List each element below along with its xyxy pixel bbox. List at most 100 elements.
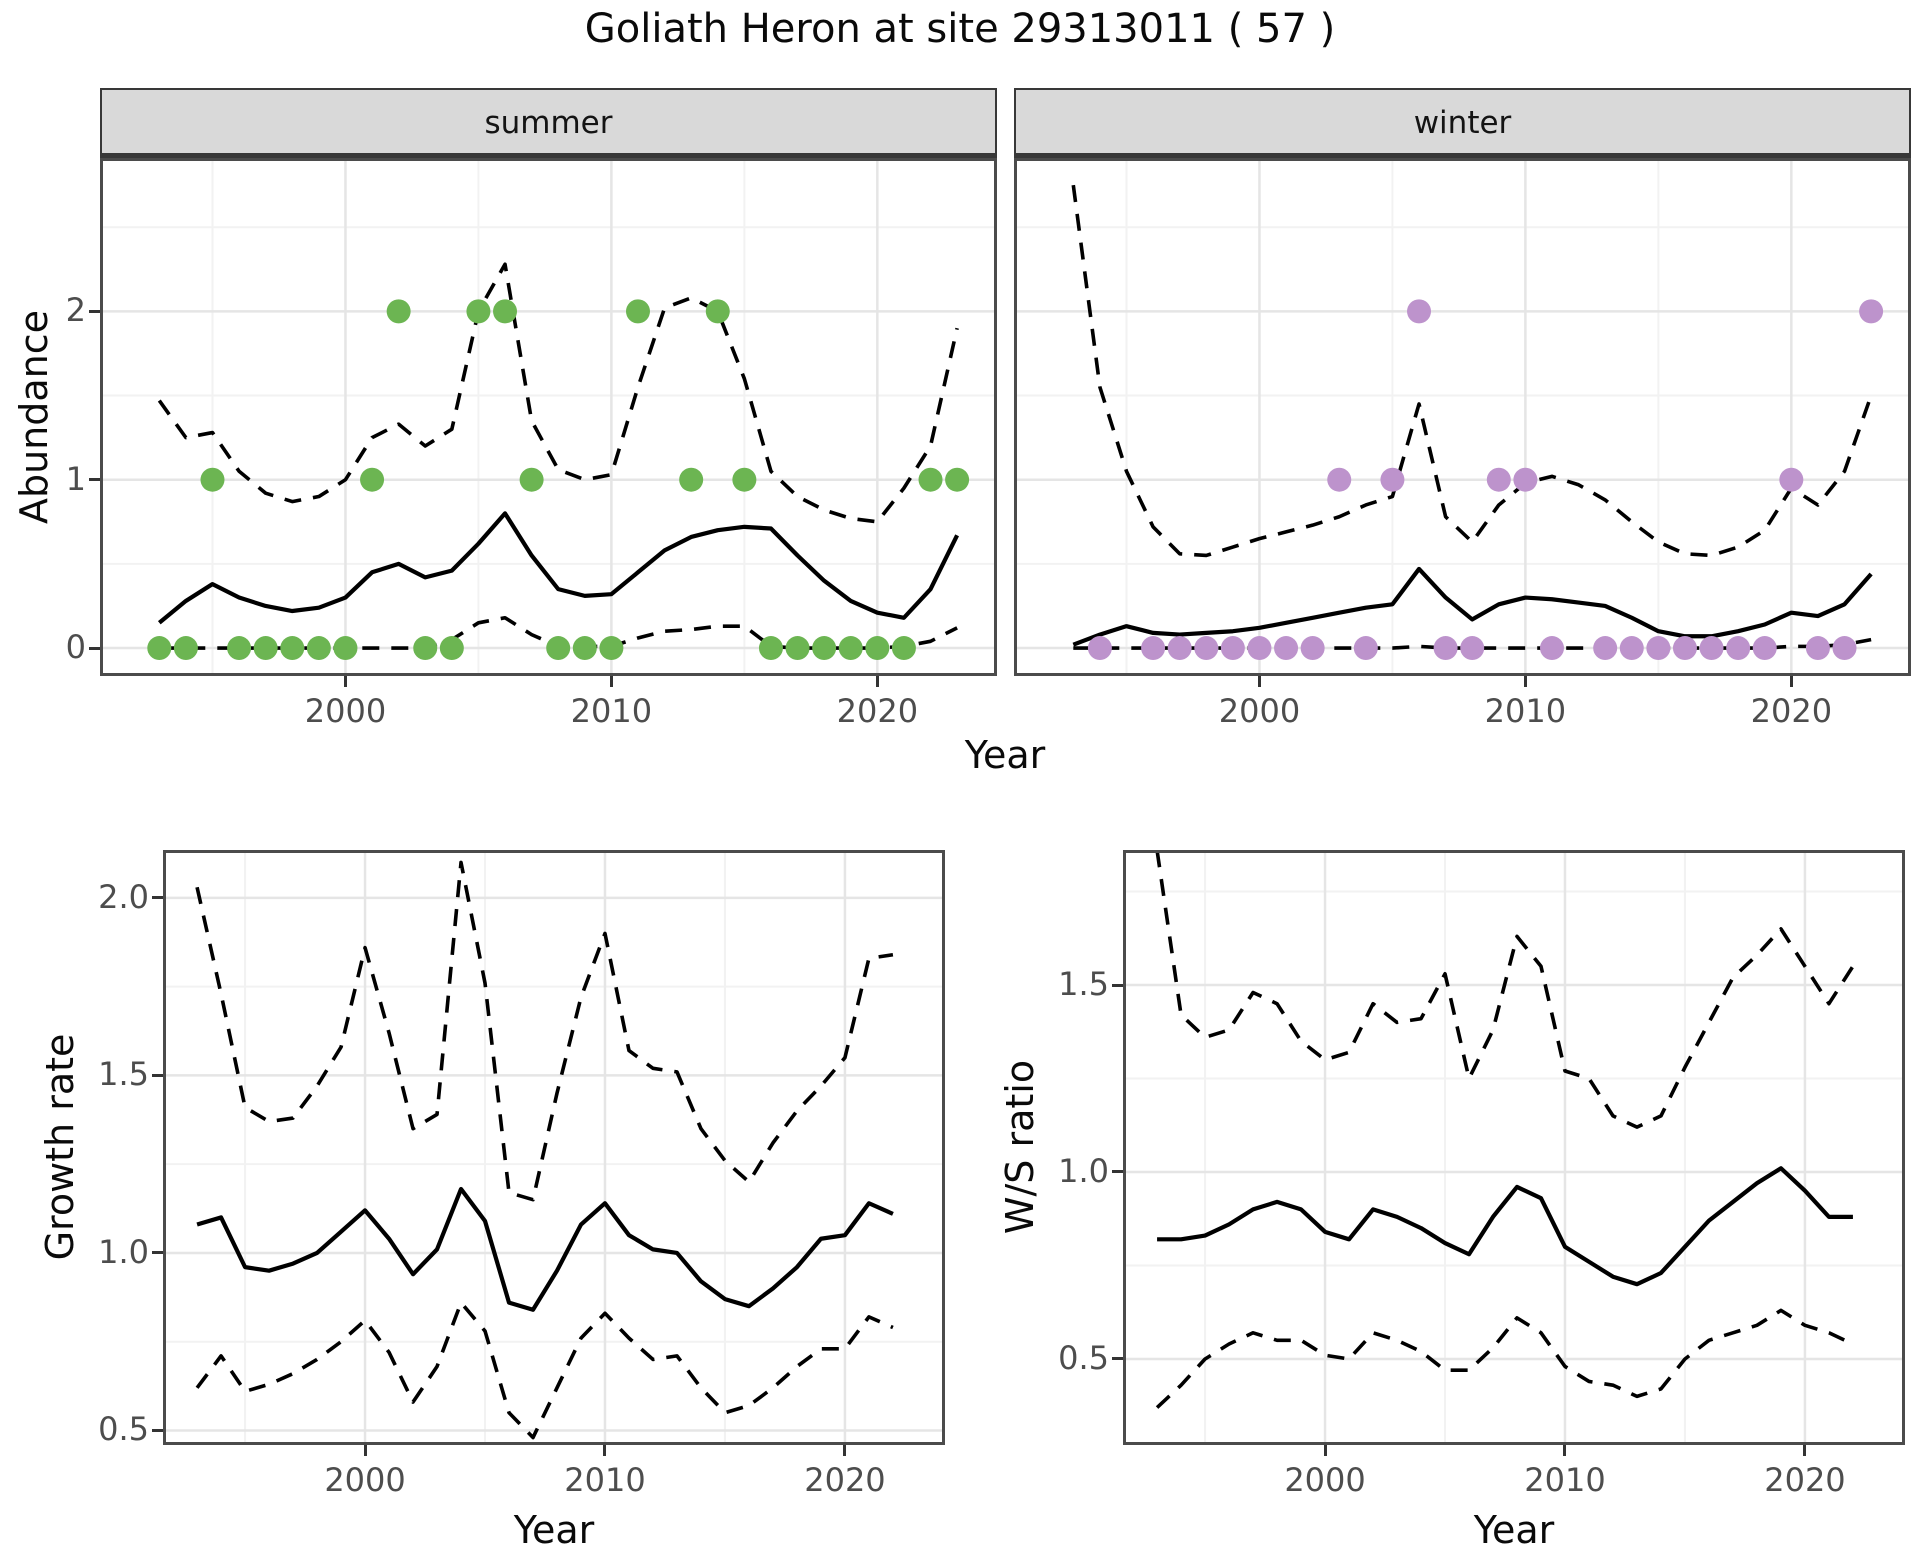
observed-count-dot [1859,299,1884,324]
observed-count-dot [360,467,385,492]
y-tick-label: 0.5 [1058,1338,1109,1377]
x-tick-label: 2010 [570,692,653,730]
observed-count-dot [1460,636,1485,661]
observed-count-dot [1832,636,1857,661]
observed-count-dot [200,467,225,492]
observed-count-dot [732,467,757,492]
x-tick-mark [1789,676,1793,687]
y-tick-mark [1112,1357,1123,1361]
observed-count-dot [625,299,650,324]
median-line [196,1186,894,1312]
observed-count-dot [466,299,491,324]
ws-ratio-x-axis-title: Year [1473,1508,1555,1552]
observed-count-dot [306,636,331,661]
observed-count-dot [386,299,411,324]
facet-strip-summer-label: summer [484,105,613,141]
observed-count-dot [1593,636,1618,661]
observed-count-dot [945,467,970,492]
observed-count-dot [1141,636,1166,661]
panel-border [1014,158,1911,676]
ws-ratio-axis-title: W/S ratio [998,1059,1042,1235]
y-tick-mark [152,1073,163,1077]
x-tick-label: 2010 [1484,692,1567,730]
y-tick-label: 2 [65,291,86,330]
y-tick-mark [152,1428,163,1432]
observed-count-dot [865,636,890,661]
x-tick-label: 2000 [1218,692,1301,730]
observed-count-dot [679,467,704,492]
observed-count-dot [785,636,810,661]
observed-count-dot [1433,636,1458,661]
panel-border [100,158,997,676]
y-tick-mark [89,478,100,482]
observed-count-dot [1194,636,1219,661]
x-tick-label: 2020 [804,1461,886,1499]
y-tick-label: 1.5 [1058,965,1109,1003]
abundance-x-axis-title: Year [964,733,1046,777]
observed-count-dot [891,636,916,661]
observed-count-dot [227,636,252,661]
y-tick-mark [1112,1170,1123,1174]
abundance-winter-panel [1014,158,1911,676]
x-tick-label: 2020 [1764,1461,1846,1499]
observed-count-dot [493,299,518,324]
ci-upper-line [195,860,894,1202]
facet-strip-winter: winter [1014,88,1911,158]
facet-strip-winter-label: winter [1413,105,1512,141]
y-tick-mark [1112,983,1123,987]
ci-upper-line [157,262,959,524]
observed-count-dot [1672,636,1697,661]
observed-count-dot [1274,636,1299,661]
median-line [1072,566,1873,647]
observed-count-dot [546,636,571,661]
observed-count-dot [1220,636,1245,661]
x-tick-mark [609,676,613,687]
x-tick-mark [343,676,347,687]
observed-count-dot [439,636,464,661]
observed-count-dot [1407,299,1432,324]
x-tick-label: 2010 [564,1461,646,1499]
panel-border [1123,850,1905,1445]
x-tick-label: 2020 [836,692,919,730]
x-tick-mark [843,1445,847,1456]
ci-upper-line [1155,850,1855,1129]
observed-count-dot [572,636,597,661]
ci-upper-line [1071,184,1873,558]
observed-count-dot [1513,467,1538,492]
observed-count-dot [1752,636,1777,661]
observed-count-dot [1646,636,1671,661]
observed-count-dot [333,636,358,661]
x-tick-mark [1803,1445,1807,1456]
observed-count-dot [812,636,837,661]
x-tick-mark [1323,1445,1327,1456]
y-tick-mark [152,1251,163,1255]
observed-count-dot [1619,636,1644,661]
y-tick-label: 0.5 [98,1410,149,1449]
facet-strip-summer: summer [100,88,997,158]
observed-count-dot [280,636,305,661]
panel-border [163,850,945,1445]
observed-count-dot [519,467,544,492]
observed-count-dot [838,636,863,661]
observed-count-dot [1726,636,1751,661]
y-tick-mark [89,646,100,650]
y-tick-label: 1 [65,459,86,498]
observed-count-dot [758,636,783,661]
x-tick-mark [1563,1445,1567,1456]
observed-count-dot [1486,467,1511,492]
abundance-summer-panel [100,158,997,676]
y-tick-label: 0 [65,628,86,667]
observed-count-dot [173,636,198,661]
observed-count-dot [413,636,438,661]
observed-count-dot [1353,636,1378,661]
x-tick-label: 2000 [1284,1461,1366,1499]
y-tick-label: 1.5 [98,1055,149,1094]
y-tick-label: 2.0 [98,877,149,916]
x-tick-mark [1523,676,1527,687]
median-line [1157,1166,1853,1287]
page-title: Goliath Heron at site 29313011 ( 57 ) [584,6,1336,52]
observed-count-dot [1380,467,1405,492]
x-tick-label: 2000 [324,1461,406,1499]
ci-lower-line [1155,1308,1854,1409]
